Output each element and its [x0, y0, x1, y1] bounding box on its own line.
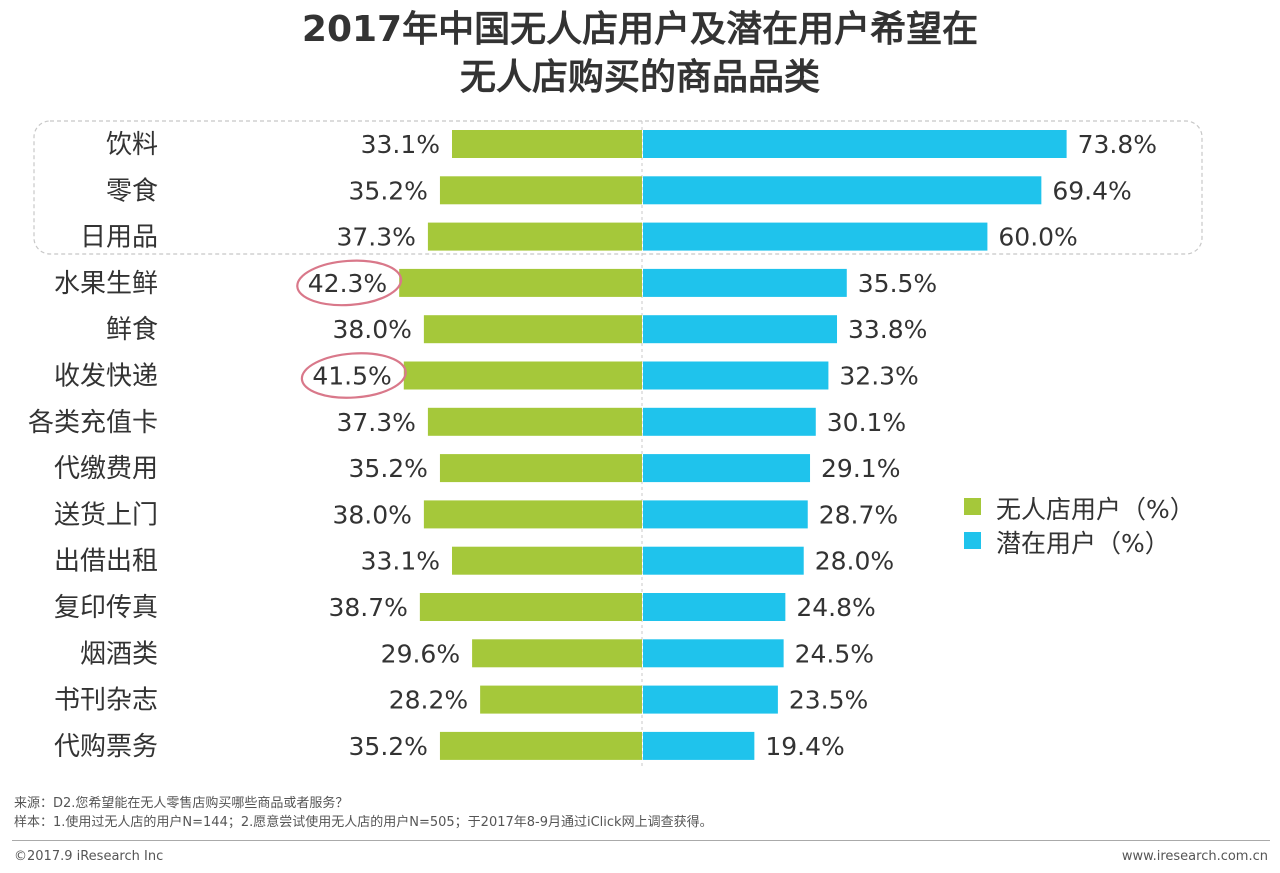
category-label: 收发快递 — [54, 362, 158, 392]
value-label-potential-users: 73.8% — [1078, 130, 1157, 159]
value-label-unmanned-store-users: 38.7% — [328, 593, 407, 622]
legend-label-unmanned-store-users: 无人店用户（%） — [996, 495, 1195, 524]
value-label-potential-users: 24.5% — [795, 639, 874, 668]
value-label-unmanned-store-users: 35.2% — [349, 176, 428, 205]
footer-sample-note: 样本：1.使用过无人店的用户N=144；2.愿意尝试使用无人店的用户N=505；… — [14, 815, 713, 830]
bar-unmanned-store-users — [423, 315, 642, 344]
value-label-unmanned-store-users: 33.1% — [361, 547, 440, 576]
footer-website: www.iresearch.com.cn — [1121, 849, 1268, 864]
bar-potential-users — [643, 268, 847, 297]
bar-unmanned-store-users — [480, 685, 642, 714]
bar-potential-users — [643, 546, 804, 575]
value-label-unmanned-store-users: 41.5% — [312, 362, 391, 391]
value-label-potential-users: 69.4% — [1052, 176, 1131, 205]
bar-unmanned-store-users — [427, 407, 642, 436]
legend-swatch-potential-users — [964, 532, 981, 549]
category-label: 书刊杂志 — [54, 686, 158, 716]
bar-unmanned-store-users — [439, 176, 642, 205]
highlight-circle — [300, 352, 407, 399]
bar-unmanned-store-users — [472, 639, 642, 668]
footer-divider — [12, 840, 1270, 841]
legend-label-potential-users: 潜在用户（%） — [996, 529, 1170, 558]
bar-unmanned-store-users — [439, 454, 642, 483]
value-label-unmanned-store-users: 28.2% — [389, 686, 468, 715]
bar-potential-users — [643, 361, 829, 390]
value-label-unmanned-store-users: 37.3% — [336, 223, 415, 252]
value-label-potential-users: 32.3% — [839, 362, 918, 391]
highlight-group-box — [33, 120, 1203, 255]
bar-unmanned-store-users — [419, 593, 642, 621]
bar-unmanned-store-users — [439, 731, 642, 760]
value-label-unmanned-store-users: 38.0% — [332, 500, 411, 529]
category-label: 各类充值卡 — [28, 408, 158, 438]
value-label-unmanned-store-users: 38.0% — [332, 315, 411, 344]
bar-potential-users — [643, 315, 838, 344]
value-label-potential-users: 23.5% — [789, 686, 868, 715]
bar-potential-users — [643, 731, 755, 760]
category-label: 水果生鲜 — [54, 269, 158, 299]
legend-swatch-unmanned-store-users — [964, 498, 981, 515]
bar-potential-users — [643, 176, 1042, 205]
bar-potential-users — [643, 454, 811, 483]
chart-title-line-2: 无人店购买的商品品类 — [459, 57, 820, 98]
bar-unmanned-store-users — [452, 130, 642, 158]
value-label-unmanned-store-users: 37.3% — [336, 408, 415, 437]
value-label-potential-users: 19.4% — [765, 732, 844, 761]
value-label-unmanned-store-users: 33.1% — [361, 130, 440, 159]
category-label: 鲜食 — [106, 315, 158, 345]
value-label-potential-users: 30.1% — [827, 408, 906, 437]
value-label-potential-users: 29.1% — [821, 454, 900, 483]
bar-potential-users — [643, 685, 778, 714]
bar-potential-users — [643, 500, 808, 529]
value-label-potential-users: 33.8% — [848, 315, 927, 344]
category-label: 出借出租 — [54, 547, 158, 577]
bar-unmanned-store-users — [423, 500, 642, 529]
highlight-circle — [296, 259, 403, 307]
bar-potential-users — [643, 407, 816, 436]
category-label: 送货上门 — [54, 500, 158, 530]
category-label: 烟酒类 — [80, 639, 158, 669]
legend: 无人店用户（%） 潜在用户（%） — [964, 495, 1195, 558]
footer-copyright: ©2017.9 iResearch Inc — [14, 849, 164, 864]
value-label-unmanned-store-users: 35.2% — [349, 732, 428, 761]
bar-unmanned-store-users — [403, 361, 642, 390]
bar-potential-users — [643, 639, 784, 668]
bar-potential-users — [643, 593, 786, 621]
value-label-unmanned-store-users: 29.6% — [381, 639, 460, 668]
category-label: 代购票务 — [54, 732, 158, 762]
footer-source-note: 来源：D2.您希望能在无人零售店购买哪些商品或者服务？ — [14, 796, 349, 811]
bar-unmanned-store-users — [452, 546, 642, 575]
bar-potential-users — [643, 222, 988, 251]
value-label-potential-users: 35.5% — [858, 269, 937, 298]
value-label-unmanned-store-users: 35.2% — [349, 454, 428, 483]
value-label-potential-users: 28.0% — [815, 547, 894, 576]
category-label: 复印传真 — [54, 593, 158, 623]
bar-potential-users — [643, 130, 1067, 158]
value-label-potential-users: 24.8% — [796, 593, 875, 622]
bar-unmanned-store-users — [399, 268, 642, 297]
diverging-bar-chart: 饮料 33.1% 73.8% 零食 35.2% 69.4% 日用品 37.3% 60.0% 水果生… — [28, 120, 1203, 766]
chart-title-line-1: 2017年中国无人店用户及潜在用户希望在 — [301, 9, 979, 50]
category-label: 饮料 — [106, 130, 158, 160]
category-label: 零食 — [106, 176, 158, 206]
value-label-potential-users: 28.7% — [819, 500, 898, 529]
category-label: 日用品 — [80, 223, 158, 253]
category-label: 代缴费用 — [54, 454, 158, 484]
bar-unmanned-store-users — [427, 222, 642, 251]
value-label-potential-users: 60.0% — [998, 223, 1077, 252]
value-label-unmanned-store-users: 42.3% — [308, 269, 387, 298]
